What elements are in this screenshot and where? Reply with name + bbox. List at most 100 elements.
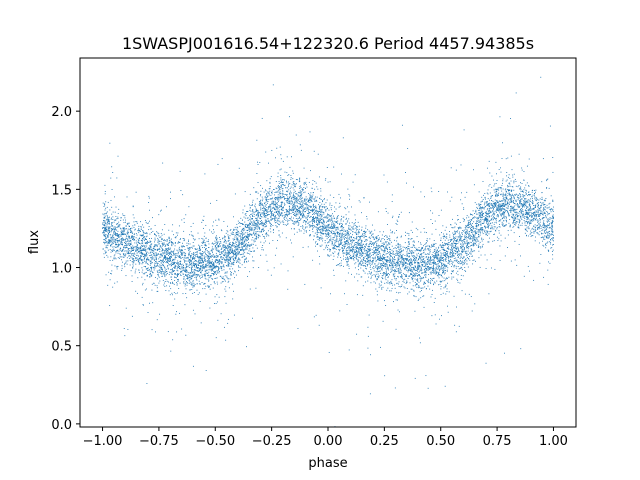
data-point <box>544 223 545 225</box>
data-point <box>124 245 126 247</box>
data-point <box>201 245 203 246</box>
data-point <box>401 250 403 252</box>
data-point <box>473 217 475 219</box>
data-point <box>381 288 383 290</box>
data-point <box>343 241 345 243</box>
data-point <box>146 239 147 240</box>
data-point <box>257 182 259 183</box>
data-point <box>406 288 408 289</box>
data-point <box>464 241 466 243</box>
data-point <box>190 277 192 279</box>
data-point <box>480 227 482 229</box>
data-point <box>480 254 482 256</box>
data-point <box>425 375 427 377</box>
data-point <box>215 236 217 238</box>
data-point <box>162 249 164 251</box>
data-point <box>265 204 267 206</box>
data-point <box>401 259 403 261</box>
data-point <box>474 211 476 213</box>
data-point <box>376 268 378 270</box>
data-point <box>509 195 511 197</box>
data-point <box>343 227 345 229</box>
data-point <box>451 196 453 198</box>
data-point <box>174 242 176 243</box>
data-point <box>103 219 104 221</box>
data-point <box>221 230 223 232</box>
data-point <box>466 217 468 219</box>
data-point <box>358 253 360 254</box>
data-point <box>490 230 492 232</box>
data-point <box>544 203 546 205</box>
data-point <box>430 296 432 298</box>
data-point <box>475 224 477 226</box>
data-point <box>270 206 272 208</box>
data-point <box>288 218 290 219</box>
data-point <box>316 220 318 221</box>
data-point <box>128 240 130 242</box>
data-point <box>511 190 513 192</box>
data-point <box>487 223 489 225</box>
data-point <box>370 273 372 275</box>
data-point <box>331 216 333 218</box>
data-point <box>480 247 482 249</box>
data-point <box>477 218 479 220</box>
data-point <box>298 207 300 209</box>
data-point <box>485 226 487 228</box>
data-point <box>498 210 500 212</box>
data-point <box>319 237 321 239</box>
data-point <box>273 267 275 269</box>
data-point <box>347 246 349 248</box>
data-point <box>486 218 488 220</box>
data-point <box>112 216 114 218</box>
data-point <box>384 259 386 261</box>
data-point <box>227 322 229 324</box>
data-point <box>147 241 149 243</box>
data-point <box>204 273 206 275</box>
data-point <box>204 274 206 276</box>
data-point <box>197 265 199 266</box>
data-point <box>427 260 429 262</box>
data-point <box>177 275 179 277</box>
data-point <box>410 273 412 275</box>
data-point <box>487 212 489 214</box>
data-point <box>362 255 364 257</box>
data-point <box>208 269 210 271</box>
data-point <box>382 255 383 257</box>
data-point <box>166 265 168 267</box>
data-point <box>345 243 346 245</box>
data-point <box>355 247 357 248</box>
data-point <box>515 221 517 222</box>
data-point <box>206 266 208 268</box>
data-point <box>332 246 334 248</box>
data-point <box>233 234 235 235</box>
data-point <box>286 212 288 214</box>
data-point <box>466 230 468 232</box>
data-point <box>431 254 433 256</box>
data-point <box>126 196 128 198</box>
data-point <box>507 212 509 214</box>
data-point <box>507 207 509 209</box>
data-point <box>312 205 314 207</box>
data-point <box>242 231 243 233</box>
data-point <box>112 240 114 242</box>
data-point <box>115 235 117 237</box>
data-point <box>427 253 429 255</box>
data-point <box>389 290 391 292</box>
data-point <box>238 222 240 224</box>
data-point <box>133 260 135 262</box>
data-point <box>136 248 138 250</box>
data-point <box>332 253 334 255</box>
data-point <box>424 286 426 288</box>
data-point <box>129 236 131 238</box>
data-point <box>411 259 412 261</box>
data-point <box>367 254 369 256</box>
data-point <box>279 222 281 224</box>
data-point <box>348 248 350 250</box>
data-point <box>104 213 106 214</box>
data-point <box>464 250 466 252</box>
data-point <box>504 225 506 227</box>
data-point <box>158 241 160 243</box>
data-point <box>125 262 127 264</box>
data-point <box>168 290 170 292</box>
